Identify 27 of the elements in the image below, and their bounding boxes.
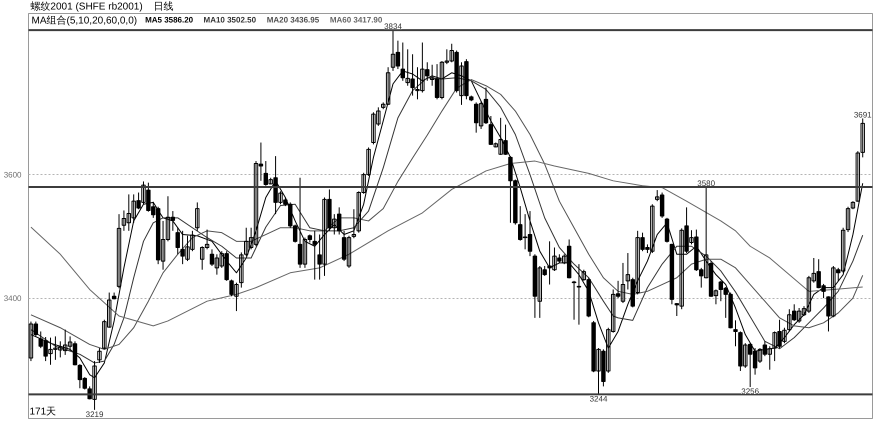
legend-title: MA组合(5,10,20,60,0,0) (32, 14, 138, 26)
annotation: 171天 (30, 406, 56, 418)
candlestick (664, 217, 670, 244)
annotation: 3580 (697, 178, 716, 188)
line-series (30, 160, 864, 326)
chart-title: 螺纹2001 (SHFE rb2001) (30, 0, 143, 12)
annotation: 3691 (854, 110, 872, 120)
candlestick (97, 348, 102, 364)
candlestick (312, 230, 317, 280)
text: MA60 3417.90 (330, 16, 383, 24)
candlestick (352, 208, 356, 239)
annotation: 3834 (384, 22, 402, 32)
chart-subtitle: 日线 (153, 0, 174, 12)
candlestick (195, 202, 200, 232)
candlestick (116, 214, 122, 289)
text: MA10 3502.50 (204, 16, 257, 24)
annotation: 3219 (86, 410, 104, 419)
y-tick-label: 3600 (4, 170, 22, 180)
candlestick (176, 227, 180, 255)
text: MA20 3436.95 (266, 16, 320, 24)
candlestick (733, 320, 738, 347)
candlestick (572, 280, 576, 320)
candlestick (576, 264, 582, 326)
text: MA5 3586.20 (145, 16, 194, 24)
annotation: 3256 (741, 387, 760, 396)
annotation: 3244 (590, 394, 608, 404)
y-tick-label: 3400 (4, 294, 22, 304)
